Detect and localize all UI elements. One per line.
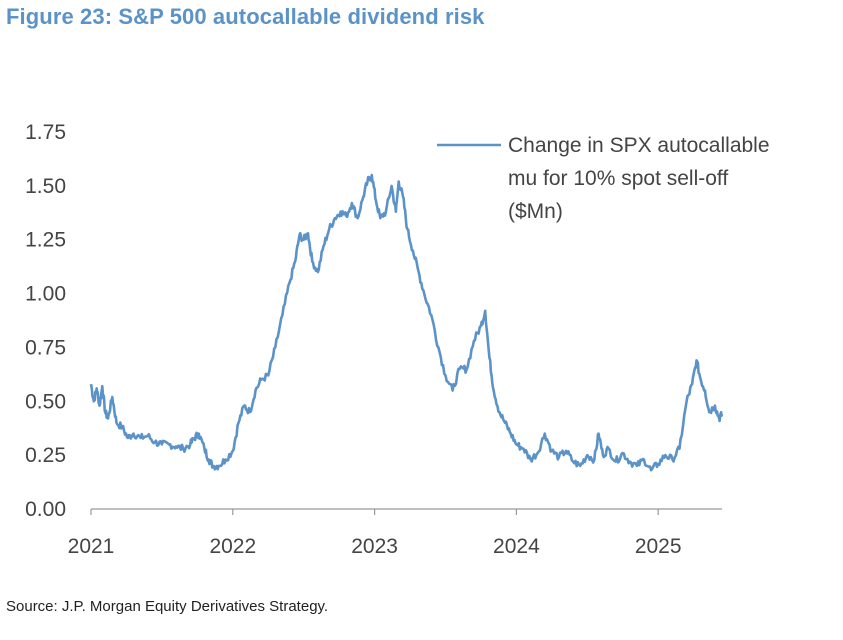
series-group <box>89 173 724 472</box>
legend-label: ($Mn) <box>508 200 563 223</box>
legend-label: mu for 10% spot sell-off <box>508 167 728 190</box>
x-tick-label: 2023 <box>351 535 398 558</box>
y-tick-label: 0.00 <box>25 498 66 521</box>
y-tick-label: 1.50 <box>25 175 66 198</box>
x-axis: 2021 2022 2023 2024 2025 <box>68 508 722 558</box>
chart-title: Figure 23: S&P 500 autocallable dividend… <box>6 4 485 29</box>
x-tick-label: 2025 <box>635 535 682 558</box>
source-note: Source: J.P. Morgan Equity Derivatives S… <box>6 598 329 615</box>
x-tick-label: 2022 <box>209 535 256 558</box>
y-axis: 0.00 0.25 0.50 0.75 1.00 1.25 1.50 1.75 <box>25 121 66 521</box>
series-line <box>89 173 724 472</box>
legend: Change in SPX autocallable mu for 10% spo… <box>437 134 770 223</box>
y-tick-label: 0.25 <box>25 444 66 467</box>
legend-label: Change in SPX autocallable <box>508 134 770 157</box>
x-tick-label: 2024 <box>493 535 540 558</box>
x-tick-label: 2021 <box>68 535 115 558</box>
y-tick-label: 1.25 <box>25 229 66 252</box>
y-tick-label: 0.50 <box>25 390 66 413</box>
y-tick-label: 0.75 <box>25 336 66 359</box>
y-tick-label: 1.00 <box>25 283 66 306</box>
y-tick-label: 1.75 <box>25 121 66 144</box>
